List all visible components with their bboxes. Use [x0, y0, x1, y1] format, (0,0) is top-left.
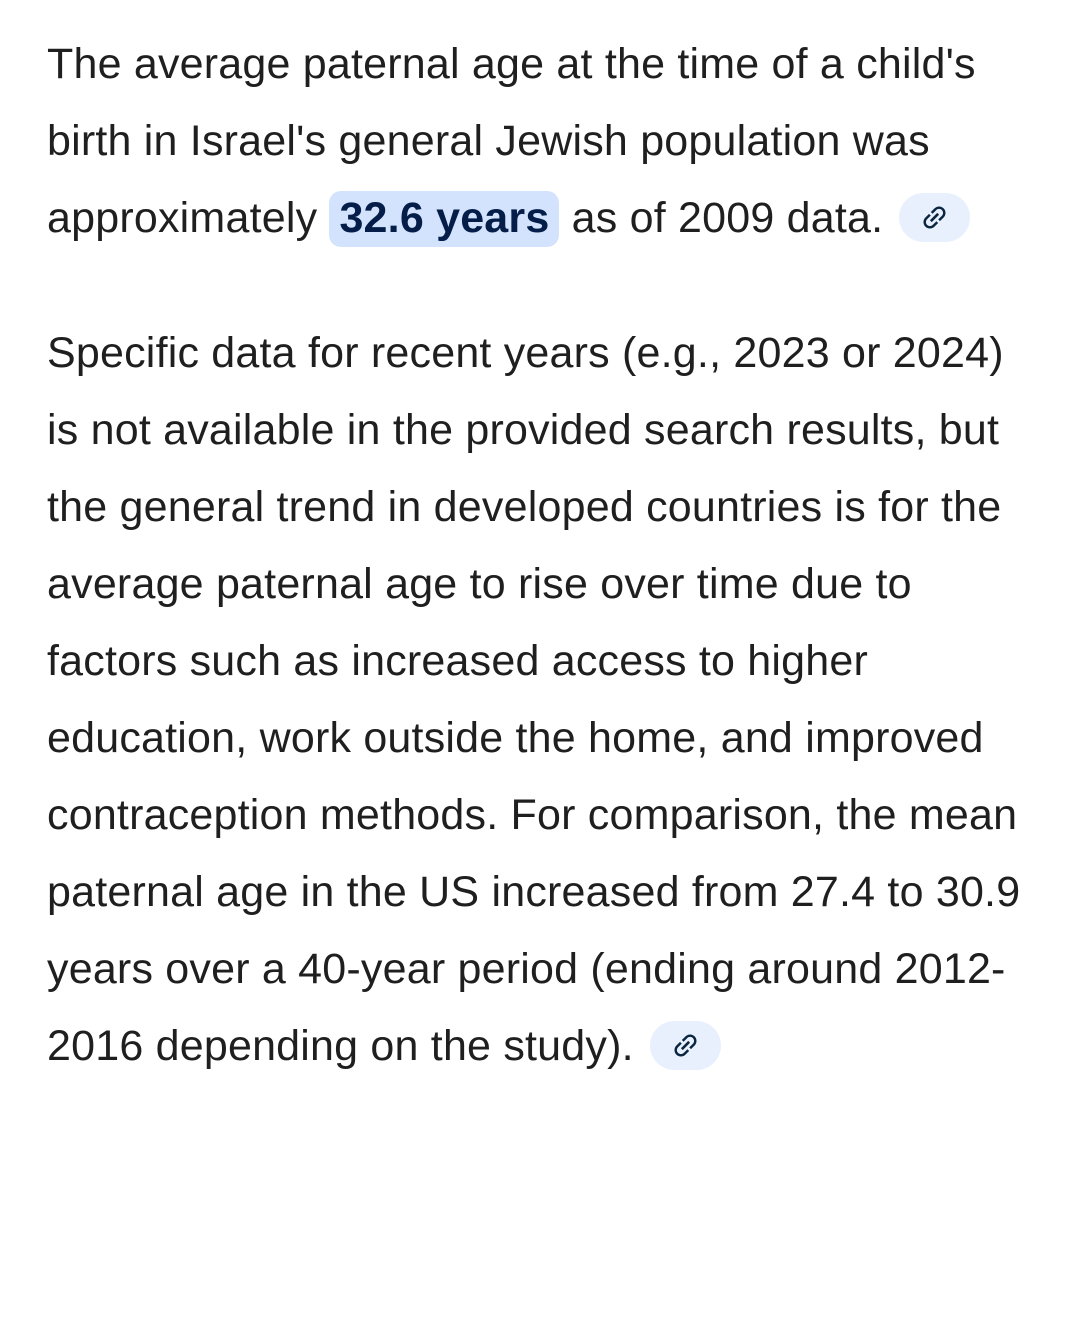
paragraph-1-text-after: as of 2009 data. [559, 194, 884, 242]
link-icon [923, 206, 946, 229]
ai-answer-text: The average paternal age at the time of … [47, 26, 1036, 1085]
link-icon [674, 1034, 697, 1057]
source-link-button[interactable] [899, 193, 971, 243]
answer-paragraph-1: The average paternal age at the time of … [47, 26, 1036, 257]
answer-paragraph-2: Specific data for recent years (e.g., 20… [47, 315, 1036, 1085]
paragraph-2-text: Specific data for recent years (e.g., 20… [47, 329, 1021, 1070]
highlighted-answer-value: 32.6 years [329, 191, 560, 247]
source-link-button[interactable] [649, 1021, 721, 1071]
paragraph-1-text-before: The average paternal age at the time of … [47, 40, 976, 242]
